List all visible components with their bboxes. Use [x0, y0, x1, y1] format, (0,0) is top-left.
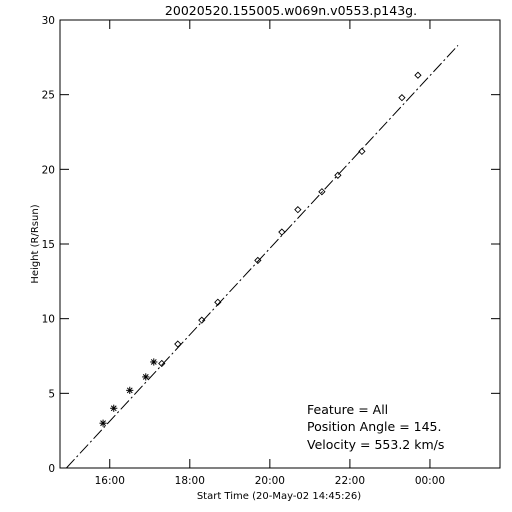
- x-tick-label: 00:00: [415, 475, 445, 487]
- y-tick-label: 10: [42, 314, 55, 326]
- x-tick-label: 18:00: [175, 475, 205, 487]
- y-axis-ticks: 0 5 10 15 20 25 30: [42, 15, 500, 475]
- y-tick-label: 0: [48, 463, 55, 475]
- velocity-text: Velocity = 553.2 km/s: [307, 437, 444, 452]
- y-tick-label: 25: [42, 90, 55, 102]
- diamond-point: [278, 228, 286, 236]
- diamond-point: [254, 256, 262, 265]
- x-axis-ticks: 16:00 18:00 20:00 22:00 00:00: [95, 20, 445, 487]
- x-tick-label: 20:00: [255, 475, 285, 487]
- y-tick-label: 20: [42, 164, 55, 176]
- data-points: [99, 71, 422, 427]
- asterisk-point: [150, 358, 158, 366]
- x-tick-label: 16:00: [95, 475, 125, 487]
- diamond-point: [334, 171, 342, 179]
- y-tick-label: 15: [42, 239, 55, 251]
- y-tick-label: 30: [42, 15, 55, 27]
- asterisk-point: [99, 419, 107, 427]
- asterisk-point: [110, 404, 118, 412]
- diamond-point: [294, 206, 302, 214]
- diamond-point: [174, 340, 182, 348]
- y-tick-label: 5: [48, 388, 55, 400]
- diamond-point: [398, 94, 406, 102]
- x-tick-label: 22:00: [335, 475, 365, 487]
- asterisk-point: [142, 373, 150, 381]
- diamond-point: [414, 71, 422, 79]
- diamond-point: [214, 298, 222, 306]
- asterisk-point: [126, 386, 134, 394]
- diamond-point: [358, 147, 366, 156]
- plot-frame: [59, 19, 501, 469]
- position-angle-text: Position Angle = 145.: [307, 419, 441, 434]
- x-axis-label: Start Time (20-May-02 14:45:26): [197, 491, 361, 502]
- y-axis-label: Height (R/Rsun): [30, 204, 41, 283]
- annotation-box: Feature = All Position Angle = 145. Velo…: [307, 402, 444, 452]
- chart-title: 20020520.155005.w069n.v0553.p143g.: [165, 3, 417, 18]
- diamond-point: [318, 188, 326, 196]
- diamond-point: [198, 316, 206, 324]
- feature-text: Feature = All: [307, 402, 388, 417]
- diamond-point: [158, 359, 166, 368]
- fit-line: [66, 45, 459, 469]
